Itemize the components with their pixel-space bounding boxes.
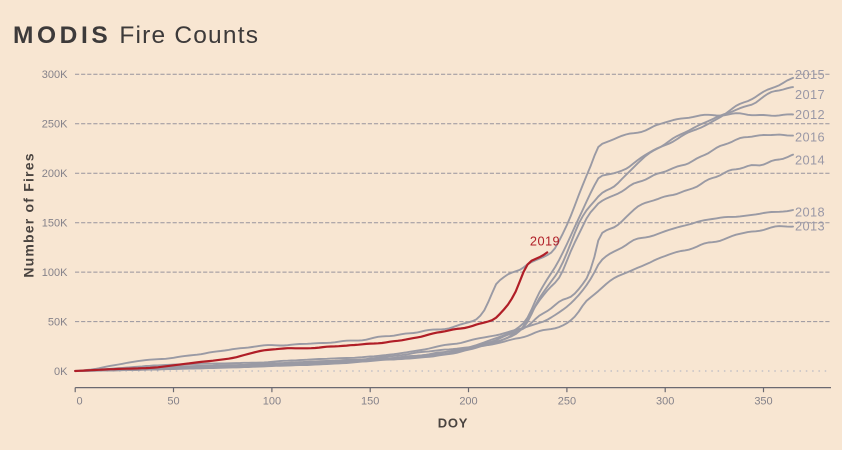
svg-text:2017: 2017 bbox=[795, 87, 825, 102]
svg-text:250K: 250K bbox=[42, 119, 68, 131]
svg-text:2015: 2015 bbox=[795, 67, 825, 82]
svg-text:100: 100 bbox=[263, 396, 281, 408]
svg-text:300: 300 bbox=[656, 396, 674, 408]
svg-text:0K: 0K bbox=[54, 366, 68, 378]
svg-text:2014: 2014 bbox=[795, 153, 825, 168]
svg-text:100K: 100K bbox=[42, 267, 68, 279]
svg-text:DOY: DOY bbox=[438, 416, 469, 431]
svg-text:200K: 200K bbox=[42, 168, 68, 180]
svg-text:2013: 2013 bbox=[795, 219, 825, 234]
svg-text:300K: 300K bbox=[42, 69, 68, 81]
svg-text:150: 150 bbox=[361, 396, 379, 408]
svg-text:50: 50 bbox=[167, 396, 179, 408]
svg-text:2018: 2018 bbox=[795, 205, 825, 220]
svg-text:200: 200 bbox=[459, 396, 477, 408]
svg-text:Number of Fires: Number of Fires bbox=[21, 152, 37, 277]
svg-text:2016: 2016 bbox=[795, 130, 825, 145]
svg-text:350: 350 bbox=[754, 396, 772, 408]
svg-text:250: 250 bbox=[558, 396, 576, 408]
svg-text:150K: 150K bbox=[42, 218, 68, 230]
svg-text:2012: 2012 bbox=[795, 107, 825, 122]
svg-text:MODIS Fire Counts: MODIS Fire Counts bbox=[13, 22, 259, 49]
svg-text:50K: 50K bbox=[48, 316, 68, 328]
svg-text:0: 0 bbox=[77, 396, 83, 408]
svg-text:2019: 2019 bbox=[530, 234, 560, 249]
